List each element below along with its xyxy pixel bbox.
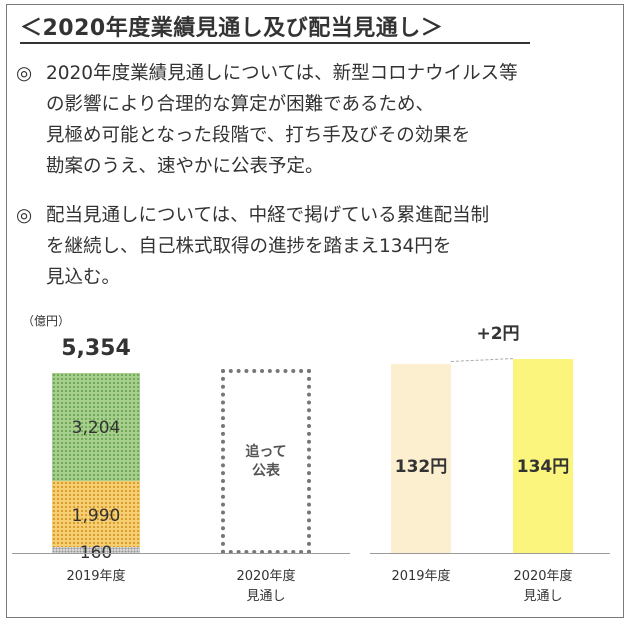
x-label-2019-right: 2019年度 [391,569,451,584]
pending-label: 追って 公表 [221,443,311,481]
paragraph-line: を継続し、自己株式取得の進捗を踏まえ134円を [46,236,452,257]
x-label-line: 2020年度 [513,569,573,584]
x-label-line: 見通し [246,589,286,604]
bullet-mark: ◎ [16,63,33,84]
total-label-2019: 5,354 [61,336,131,361]
bar-segment-1990 [52,481,140,547]
pending-line: 追って [245,444,287,460]
bar-label-132: 132円 [394,457,448,477]
bar-dividend-2019 [391,364,451,553]
paragraph-line: 見込む。 [46,267,121,288]
paragraph-earnings-outlook: ◎ 2020年度業績見通しについては、新型コロナウイルス等 の影響により合理的な算… [16,58,518,182]
axis-baseline-right [370,553,610,554]
bar-segment-160 [52,547,140,553]
axis-baseline-left [12,553,350,554]
paragraph-line: 配当見通しについては、中経で掲げている累進配当制 [46,205,490,226]
segment-label-1990: 1,990 [71,506,121,526]
x-label-2020-left: 2020年度 見通し [216,567,316,607]
paragraph-line: 見極め可能となった段階で、打ち手及びその効果を [46,125,471,146]
paragraph-line: の影響により合理的な算定が困難であるため、 [46,94,434,115]
x-label-line: 2020年度 [236,569,296,584]
x-label-2019-left: 2019年度 [66,569,126,584]
bar-label-134: 134円 [516,457,570,477]
segment-label-3204: 3,204 [71,418,121,438]
bullet-mark: ◎ [16,205,33,226]
delta-label: +2円 [476,324,520,344]
paragraph-line: 勘案のうえ、速やかに公表予定。 [46,156,324,177]
bar-dividend-2020 [513,359,573,553]
page-title: ＜2020年度業績見通し及び配当見通し＞ [20,16,444,41]
x-label-line: 見通し [523,589,563,604]
x-label-2020-right: 2020年度 見通し [493,567,593,607]
paragraph-line: 2020年度業績見通しについては、新型コロナウイルス等 [46,63,518,84]
content-frame [6,4,624,618]
pending-line: 公表 [252,463,280,479]
paragraph-dividend-outlook: ◎ 配当見通しについては、中経で掲げている累進配当制 を継続し、自己株式取得の進捗… [16,200,489,293]
title-underline [20,42,530,44]
pending-placeholder-box [221,369,311,554]
bar-segment-3204 [52,373,140,481]
unit-label: （億円） [22,314,71,328]
